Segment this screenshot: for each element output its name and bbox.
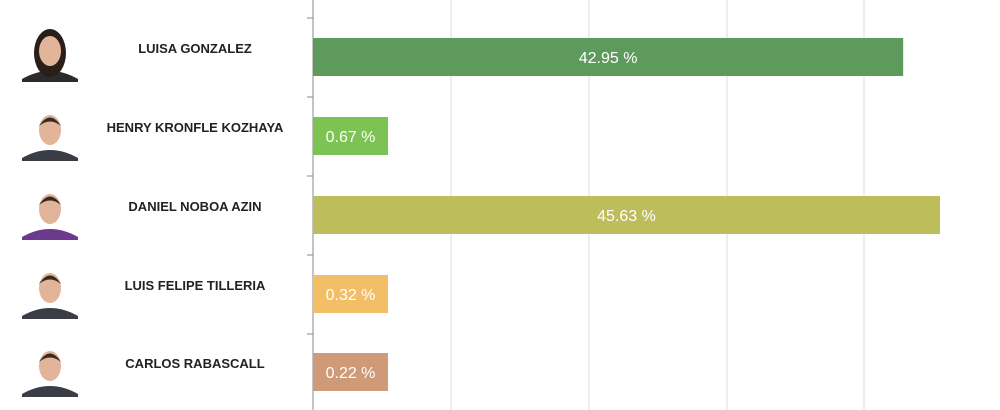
avatar-hair [39,275,61,284]
bar-value-label: 0.32 % [326,287,376,304]
bar-value-label: 0.22 % [326,365,376,382]
candidate-avatar [22,273,78,319]
avatar-hair [39,353,61,362]
candidate-name: DANIEL NOBOA AZIN [128,199,261,214]
avatar-shoulders [22,308,78,319]
avatar-shoulders [22,386,78,397]
avatar-hair [39,117,61,126]
candidate-name: LUIS FELIPE TILLERIA [125,278,266,293]
candidate-avatar [22,351,78,397]
candidate-avatar [22,194,78,240]
avatar-hair [39,196,61,205]
bar [313,38,904,76]
bar [313,117,388,155]
candidate-name: LUISA GONZALEZ [138,41,252,56]
candidate-name: CARLOS RABASCALL [125,356,264,371]
candidate-name: HENRY KRONFLE KOZHAYA [107,120,284,135]
bar-value-label: 0.67 % [326,129,376,146]
avatar-shoulders [22,150,78,161]
avatar-shoulders [22,229,78,240]
bar [313,275,388,313]
bar-value-label: 42.95 % [579,50,638,67]
candidate-avatar [22,115,78,161]
bar [313,353,388,391]
avatar-face [39,36,61,66]
candidate-avatar [22,29,78,82]
bar-value-label: 45.63 % [597,208,656,225]
bar [313,196,940,234]
